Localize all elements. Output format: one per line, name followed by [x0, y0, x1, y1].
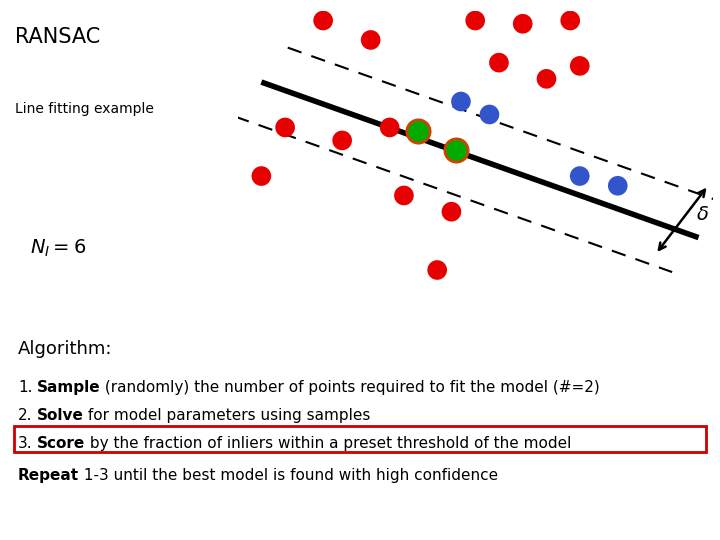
Point	[451, 146, 462, 154]
Text: by the fraction of inliers within a preset threshold of the model: by the fraction of inliers within a pres…	[85, 436, 571, 451]
Text: Repeat: Repeat	[18, 468, 79, 483]
Text: (randomly) the number of points required to fit the model (#=2): (randomly) the number of points required…	[100, 380, 600, 395]
Point	[541, 75, 552, 83]
Point	[413, 126, 424, 135]
Point	[431, 266, 443, 274]
Text: Solve: Solve	[37, 408, 84, 423]
Point	[398, 191, 410, 200]
Point	[612, 181, 624, 190]
Point	[469, 16, 481, 25]
Text: $N_I = 6$: $N_I = 6$	[30, 238, 86, 259]
Text: Sample: Sample	[37, 380, 100, 395]
Point	[484, 110, 495, 119]
Text: 1-3 until the best model is found with high confidence: 1-3 until the best model is found with h…	[79, 468, 498, 483]
Text: 1.: 1.	[18, 380, 32, 395]
Text: Algorithm:: Algorithm:	[18, 340, 112, 358]
Point	[365, 36, 377, 44]
Bar	[14, 426, 706, 452]
Point	[574, 172, 585, 180]
Text: for model parameters using samples: for model parameters using samples	[84, 408, 371, 423]
Point	[446, 207, 457, 216]
Point	[455, 97, 467, 106]
Point	[279, 123, 291, 132]
Text: Score: Score	[37, 436, 85, 451]
Point	[256, 172, 267, 180]
Point	[564, 16, 576, 25]
Text: Line fitting example: Line fitting example	[15, 102, 154, 116]
Point	[493, 58, 505, 67]
Point	[336, 136, 348, 145]
Text: $\delta$: $\delta$	[696, 205, 709, 225]
Text: RANSAC: RANSAC	[15, 27, 100, 47]
Point	[318, 16, 329, 25]
Text: 3.: 3.	[18, 436, 32, 451]
Point	[517, 19, 528, 28]
Point	[384, 123, 395, 132]
Text: 2.: 2.	[18, 408, 32, 423]
Point	[574, 62, 585, 70]
